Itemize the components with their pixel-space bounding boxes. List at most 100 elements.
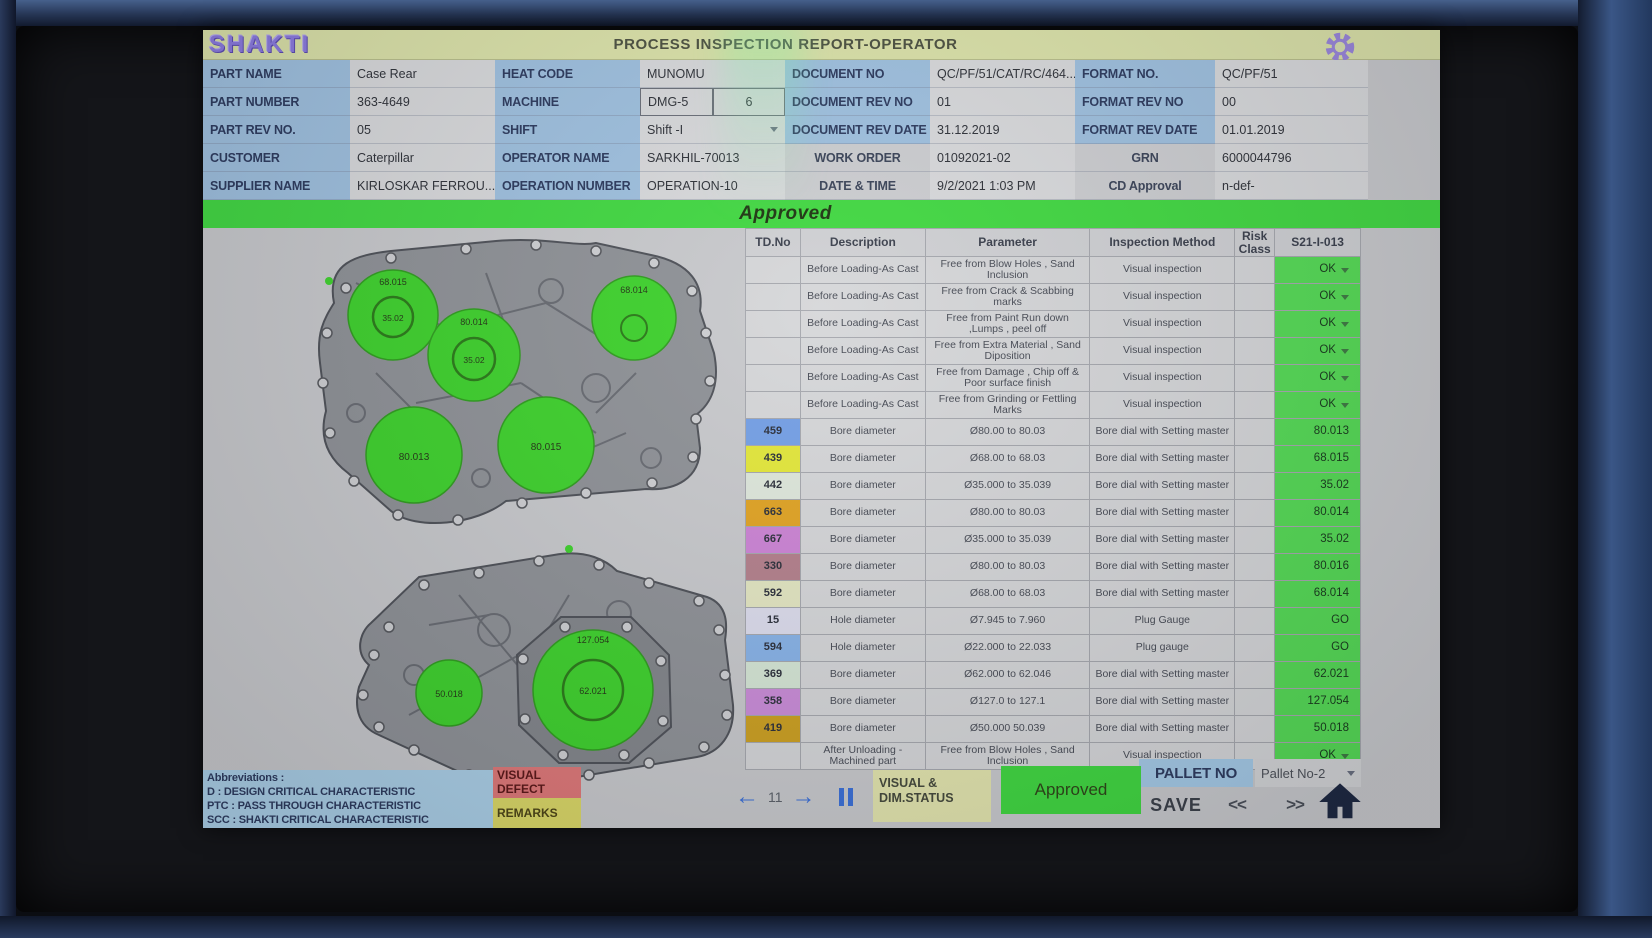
td-no-cell: 358 — [746, 689, 801, 716]
table-row: Before Loading-As Cast Free from Crack &… — [746, 284, 1361, 311]
status-banner: Approved — [203, 200, 1440, 228]
document-rev-no-value[interactable]: 01 — [930, 88, 1075, 116]
save-button[interactable]: SAVE — [1150, 794, 1202, 815]
result-field[interactable]: GO — [1275, 635, 1361, 662]
result-select[interactable]: OK — [1275, 365, 1361, 392]
grn-value[interactable]: 6000044796 — [1215, 144, 1368, 172]
risk-class-cell — [1235, 365, 1276, 392]
previous-record-button[interactable]: << — [1228, 795, 1247, 814]
risk-class-cell — [1235, 446, 1276, 473]
description-cell: Before Loading-As Cast — [800, 365, 926, 392]
chevron-down-icon — [1347, 770, 1355, 776]
result-field[interactable]: 80.016 — [1275, 554, 1361, 581]
risk-class-cell — [1235, 554, 1276, 581]
col-td-no: TD.No — [746, 229, 801, 257]
remarks-button[interactable]: REMARKS — [493, 798, 581, 828]
result-field[interactable]: 127.054 — [1275, 689, 1361, 716]
format-no-value[interactable]: QC/PF/51 — [1215, 60, 1368, 88]
bore-value-label: 50.018 — [435, 689, 463, 699]
description-cell: Bore diameter — [800, 581, 926, 608]
table-row: Before Loading-As Cast Free from Blow Ho… — [746, 257, 1361, 284]
td-no-cell: 663 — [746, 500, 801, 527]
td-no-cell: 442 — [746, 473, 801, 500]
result-select[interactable]: OK — [1275, 338, 1361, 365]
table-row: 442 Bore diameter Ø35.000 to 35.039 Bore… — [746, 473, 1361, 500]
result-field[interactable]: 80.014 — [1275, 500, 1361, 527]
description-cell: Bore diameter — [800, 500, 926, 527]
risk-class-cell — [1235, 473, 1276, 500]
result-value: 35.02 — [1320, 479, 1349, 492]
td-no-cell: 594 — [746, 635, 801, 662]
description-cell: Hole diameter — [800, 635, 926, 662]
result-value: 127.054 — [1307, 695, 1349, 708]
customer-value[interactable]: Caterpillar — [350, 144, 495, 172]
parameter-cell: Ø68.00 to 68.03 — [925, 581, 1091, 608]
home-icon[interactable] — [1317, 778, 1363, 824]
risk-class-cell — [1235, 581, 1276, 608]
machine-value[interactable]: DMG-5 — [640, 88, 713, 116]
document-rev-no-label: DOCUMENT REV NO — [785, 88, 930, 116]
td-no-cell — [746, 392, 801, 419]
gear-icon — [1325, 32, 1355, 62]
table-row: Before Loading-As Cast Free from Extra M… — [746, 338, 1361, 365]
result-select[interactable]: OK — [1275, 257, 1361, 284]
risk-class-cell — [1235, 284, 1276, 311]
result-value: OK — [1319, 398, 1336, 411]
col-inspection-method: Inspection Method — [1090, 229, 1236, 257]
cd-approval-label: CD Approval — [1075, 172, 1215, 200]
bore-marker: 68.015 35.02 — [347, 269, 439, 361]
risk-class-cell — [1235, 527, 1276, 554]
method-cell: Bore dial with Setting master — [1090, 716, 1236, 743]
pause-icon[interactable] — [838, 788, 853, 806]
description-cell: Bore diameter — [800, 446, 926, 473]
parameter-cell: Ø80.00 to 80.03 — [925, 554, 1091, 581]
page-number: 11 — [768, 789, 783, 805]
operator-name-value[interactable]: SARKHIL-70013 — [640, 144, 785, 172]
approved-status-button[interactable]: Approved — [1001, 766, 1141, 814]
result-field[interactable]: 68.014 — [1275, 581, 1361, 608]
table-row: 358 Bore diameter Ø127.0 to 127.1 Bore d… — [746, 689, 1361, 716]
format-rev-date-value[interactable]: 01.01.2019 — [1215, 116, 1368, 144]
table-row: Before Loading-As Cast Free from Grindin… — [746, 392, 1361, 419]
heat-code-value[interactable]: MUNOMU — [640, 60, 785, 88]
result-select[interactable]: OK — [1275, 284, 1361, 311]
part-number-value[interactable]: 363-4649 — [350, 88, 495, 116]
prev-page-arrow-icon[interactable]: ← — [735, 783, 759, 810]
format-no-label: FORMAT NO. — [1075, 60, 1215, 88]
operation-number-label: OPERATION NUMBER — [495, 172, 640, 200]
report-header: PART NAME Case Rear HEAT CODE MUNOMU DOC… — [203, 60, 1368, 200]
chevron-down-icon — [1340, 321, 1349, 327]
td-no-cell — [746, 257, 801, 284]
result-field[interactable]: 35.02 — [1275, 527, 1361, 554]
visual-defect-button[interactable]: VISUAL DEFECT — [493, 767, 581, 798]
shift-select[interactable]: Shift -I — [640, 116, 785, 144]
machine-count-value[interactable]: 6 — [713, 88, 785, 116]
pallet-no-select[interactable]: Pallet No-2 — [1255, 759, 1361, 787]
part-rev-no-value[interactable]: 05 — [350, 116, 495, 144]
description-cell: After Unloading - Machined part — [800, 743, 926, 770]
supplier-name-value[interactable]: KIRLOSKAR FERROU... — [350, 172, 495, 200]
next-page-arrow-icon[interactable]: → — [791, 783, 816, 810]
grn-label: GRN — [1075, 144, 1215, 172]
result-value: 80.013 — [1313, 425, 1349, 438]
operation-number-value[interactable]: OPERATION-10 — [640, 172, 785, 200]
date-time-value[interactable]: 9/2/2021 1:03 PM — [930, 172, 1075, 200]
document-rev-date-value[interactable]: 31.12.2019 — [930, 116, 1075, 144]
result-select[interactable]: OK — [1275, 392, 1361, 419]
result-field[interactable]: 62.021 — [1275, 662, 1361, 689]
next-record-button[interactable]: >> — [1286, 795, 1305, 814]
part-diagram-top: 68.015 35.02 80.014 35.02 68.014 80.013 — [317, 239, 717, 526]
header-row: PART NUMBER 363-4649 MACHINE DMG-5 6 DOC… — [203, 88, 1368, 116]
description-cell: Bore diameter — [800, 689, 926, 716]
result-field[interactable]: 50.018 — [1275, 716, 1361, 743]
work-order-value[interactable]: 01092021-02 — [930, 144, 1075, 172]
format-rev-no-value[interactable]: 00 — [1215, 88, 1368, 116]
result-field[interactable]: 80.013 — [1275, 419, 1361, 446]
document-no-value[interactable]: QC/PF/51/CAT/RC/464... — [930, 60, 1075, 88]
cd-approval-value[interactable]: n-def- — [1215, 172, 1368, 200]
result-field[interactable]: GO — [1275, 608, 1361, 635]
result-field[interactable]: 35.02 — [1275, 473, 1361, 500]
result-select[interactable]: OK — [1275, 311, 1361, 338]
part-name-value[interactable]: Case Rear — [350, 60, 495, 88]
result-field[interactable]: 68.015 — [1275, 446, 1361, 473]
